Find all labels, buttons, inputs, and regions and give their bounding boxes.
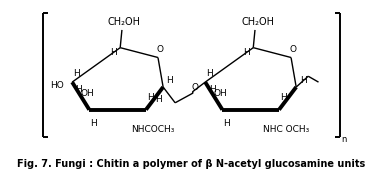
Text: H: H <box>300 76 306 85</box>
Text: H: H <box>90 119 97 128</box>
Text: OH: OH <box>81 89 95 98</box>
Text: O: O <box>156 45 163 54</box>
Text: H: H <box>110 48 117 57</box>
Text: CH₂OH: CH₂OH <box>241 17 274 27</box>
Text: H: H <box>147 93 154 102</box>
Text: H: H <box>155 95 162 104</box>
Text: NHC OCH₃: NHC OCH₃ <box>263 125 309 134</box>
Text: NHCOCH₃: NHCOCH₃ <box>131 125 175 134</box>
Text: n: n <box>342 135 347 144</box>
Text: H: H <box>209 85 215 94</box>
Text: H: H <box>206 69 213 78</box>
Text: H: H <box>73 69 80 78</box>
Text: O: O <box>289 45 296 54</box>
Text: OH: OH <box>214 89 228 98</box>
Text: H: H <box>243 48 250 57</box>
Text: H: H <box>280 93 287 102</box>
Text: H: H <box>75 85 82 94</box>
Text: O: O <box>192 83 198 92</box>
Text: H: H <box>167 76 173 85</box>
Text: Fig. 7. Fungi : Chitin a polymer of β N-acetyl glucosamine units: Fig. 7. Fungi : Chitin a polymer of β N-… <box>17 159 366 169</box>
Text: H: H <box>223 119 230 128</box>
Text: HO: HO <box>50 81 64 90</box>
Text: CH₂OH: CH₂OH <box>108 17 141 27</box>
